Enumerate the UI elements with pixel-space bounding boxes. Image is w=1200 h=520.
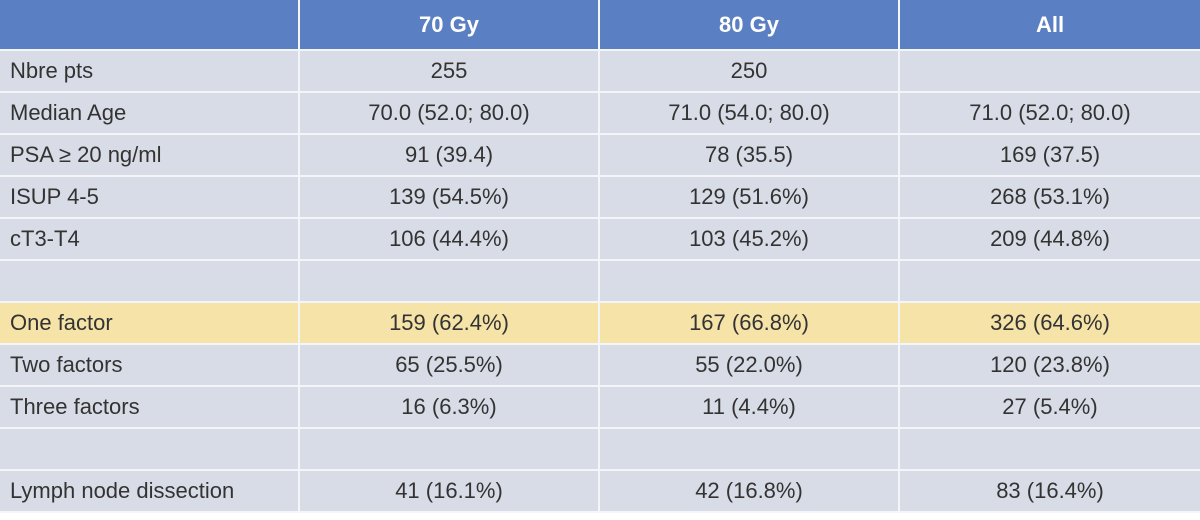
table-row: One factor 159 (62.4%) 167 (66.8%) 326 (64.… <box>0 303 1200 343</box>
cell: 42 (16.8%) <box>600 471 898 511</box>
row-label <box>0 429 298 469</box>
row-label: cT3-T4 <box>0 219 298 259</box>
cell: 78 (35.5) <box>600 135 898 175</box>
table-row: Three factors 16 (6.3%) 11 (4.4%) 27 (5.4%) <box>0 387 1200 427</box>
row-label: ISUP 4-5 <box>0 177 298 217</box>
table-row <box>0 261 1200 301</box>
cell: 71.0 (52.0; 80.0) <box>900 93 1200 133</box>
cell: 255 <box>300 51 598 91</box>
cell <box>300 429 598 469</box>
table-row: ISUP 4-5 139 (54.5%) 129 (51.6%) 268 (53.1%… <box>0 177 1200 217</box>
row-label: PSA ≥ 20 ng/ml <box>0 135 298 175</box>
cell: 83 (16.4%) <box>900 471 1200 511</box>
table-row: PSA ≥ 20 ng/ml 91 (39.4) 78 (35.5) 169 (37.… <box>0 135 1200 175</box>
column-header: 70 Gy <box>300 0 598 49</box>
cell: 169 (37.5) <box>900 135 1200 175</box>
cell: 129 (51.6%) <box>600 177 898 217</box>
cell: 70.0 (52.0; 80.0) <box>300 93 598 133</box>
cell <box>900 261 1200 301</box>
column-header: All <box>900 0 1200 49</box>
cell <box>300 261 598 301</box>
cell <box>600 429 898 469</box>
cell: 103 (45.2%) <box>600 219 898 259</box>
table-row: Nbre pts 255 250 <box>0 51 1200 91</box>
cell: 120 (23.8%) <box>900 345 1200 385</box>
row-label: Three factors <box>0 387 298 427</box>
cell: 139 (54.5%) <box>300 177 598 217</box>
cell: 268 (53.1%) <box>900 177 1200 217</box>
cell: 159 (62.4%) <box>300 303 598 343</box>
row-label: Nbre pts <box>0 51 298 91</box>
table-row: Median Age 70.0 (52.0; 80.0) 71.0 (54.0; 8… <box>0 93 1200 133</box>
row-label: One factor <box>0 303 298 343</box>
row-label: Two factors <box>0 345 298 385</box>
cell: 250 <box>600 51 898 91</box>
table-row <box>0 429 1200 469</box>
cell: 167 (66.8%) <box>600 303 898 343</box>
cell: 55 (22.0%) <box>600 345 898 385</box>
cell <box>900 429 1200 469</box>
cell: 326 (64.6%) <box>900 303 1200 343</box>
cell: 41 (16.1%) <box>300 471 598 511</box>
table-row: cT3-T4 106 (44.4%) 103 (45.2%) 209 (44.8%) <box>0 219 1200 259</box>
cell <box>600 261 898 301</box>
cell: 209 (44.8%) <box>900 219 1200 259</box>
cell: 16 (6.3%) <box>300 387 598 427</box>
cell: 65 (25.5%) <box>300 345 598 385</box>
cell: 71.0 (54.0; 80.0) <box>600 93 898 133</box>
table-row: Lymph node dissection 41 (16.1%) 42 (16.8%… <box>0 471 1200 511</box>
cell <box>900 51 1200 91</box>
cell: 91 (39.4) <box>300 135 598 175</box>
row-label: Lymph node dissection <box>0 471 298 511</box>
header-row: 70 Gy 80 Gy All <box>0 0 1200 49</box>
cell: 11 (4.4%) <box>600 387 898 427</box>
column-header <box>0 0 298 49</box>
row-label <box>0 261 298 301</box>
cell: 106 (44.4%) <box>300 219 598 259</box>
row-label: Median Age <box>0 93 298 133</box>
cell: 27 (5.4%) <box>900 387 1200 427</box>
table-row: Two factors 65 (25.5%) 55 (22.0%) 120 (23.8… <box>0 345 1200 385</box>
column-header: 80 Gy <box>600 0 898 49</box>
